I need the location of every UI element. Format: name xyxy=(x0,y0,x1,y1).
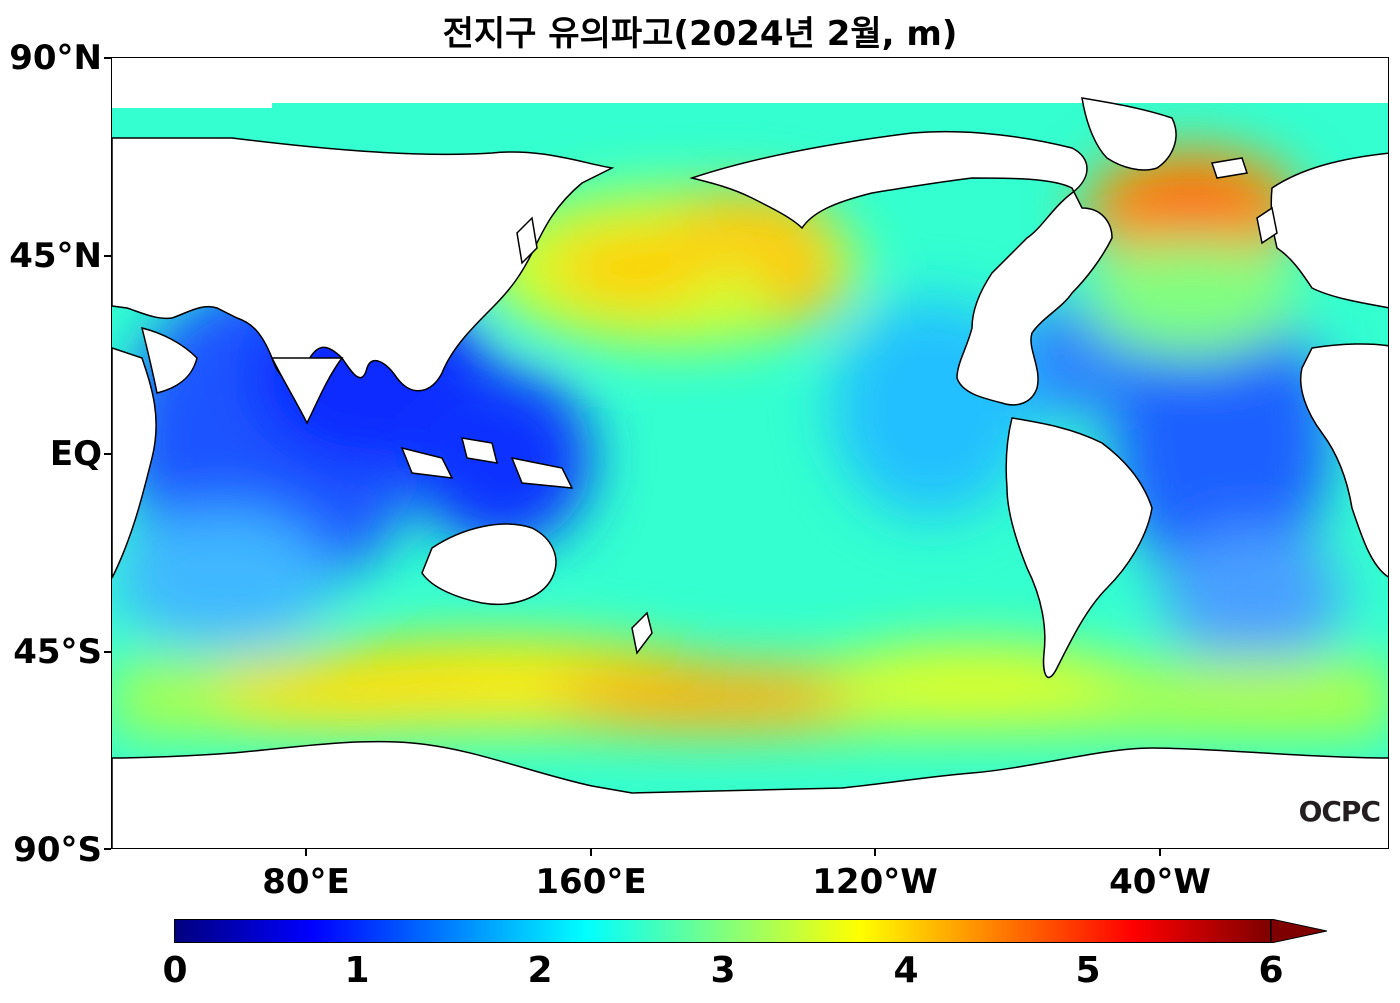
colorbar-tick: 0 xyxy=(162,950,188,991)
x-label-40w: 40°W xyxy=(1109,862,1211,902)
y-tick xyxy=(104,57,111,59)
x-label-160e: 160°E xyxy=(535,862,647,902)
wave-height-map xyxy=(111,57,1389,849)
y-label-45s: 45°S xyxy=(13,632,102,672)
x-tick xyxy=(1159,849,1161,856)
continents xyxy=(112,97,1388,679)
y-label-45n: 45°N xyxy=(9,236,102,276)
map-svg xyxy=(112,58,1388,848)
colorbar-tick: 6 xyxy=(1258,950,1284,991)
map-title: 전지구 유의파고(2024년 2월, m) xyxy=(442,14,958,54)
y-tick xyxy=(104,651,111,653)
y-label-90n: 90°N xyxy=(9,38,102,78)
antarctica xyxy=(112,740,1388,848)
colorbar-tick: 5 xyxy=(1075,950,1101,991)
y-label-eq: EQ xyxy=(49,434,102,474)
x-tick xyxy=(874,849,876,856)
x-tick xyxy=(305,849,307,856)
y-tick xyxy=(104,848,111,850)
no-data-north xyxy=(112,58,1388,103)
colorbar-tick: 3 xyxy=(710,950,736,991)
x-label-80e: 80°E xyxy=(262,862,350,902)
colorbar-tick: 4 xyxy=(893,950,919,991)
x-label-120w: 120°W xyxy=(812,862,938,902)
x-tick xyxy=(590,849,592,856)
colorbar-tick: 2 xyxy=(527,950,553,991)
colorbar-tick: 1 xyxy=(344,950,370,991)
y-tick xyxy=(104,255,111,257)
colorbar-extend-arrow xyxy=(1271,919,1327,943)
ocpc-watermark: OCPC xyxy=(1298,795,1381,828)
y-label-90s: 90°S xyxy=(13,830,102,870)
y-tick xyxy=(104,453,111,455)
colorbar xyxy=(174,919,1271,943)
